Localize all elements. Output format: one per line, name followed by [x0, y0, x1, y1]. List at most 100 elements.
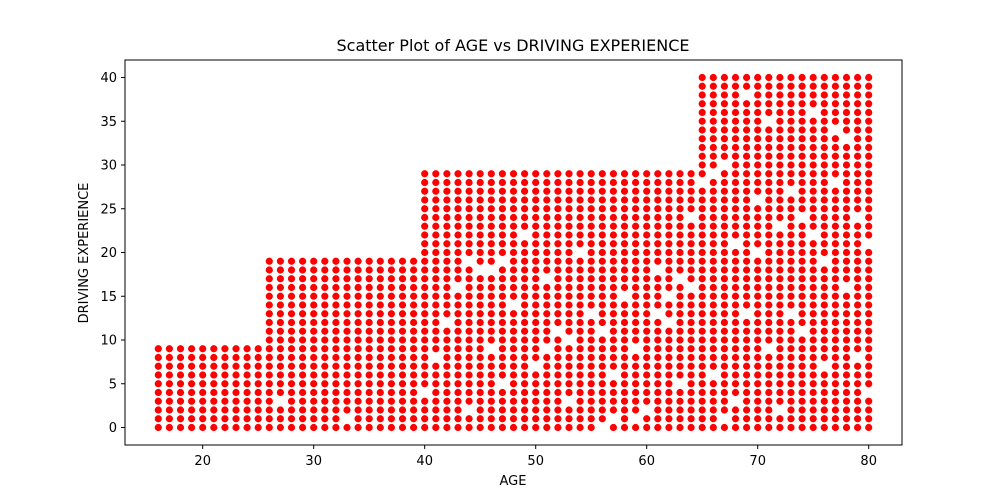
data-point — [798, 108, 806, 117]
data-point — [509, 380, 518, 388]
data-point — [798, 82, 806, 90]
data-point — [276, 283, 284, 292]
data-point — [465, 345, 473, 353]
data-point — [609, 301, 618, 309]
data-point — [754, 371, 762, 379]
data-point — [598, 266, 606, 274]
data-point — [543, 423, 551, 432]
data-point — [576, 257, 584, 265]
data-point — [842, 82, 851, 90]
data-point — [820, 283, 828, 292]
data-point — [321, 371, 329, 379]
data-point — [532, 231, 540, 239]
data-point — [299, 406, 307, 414]
data-point — [632, 301, 640, 309]
data-point — [232, 423, 240, 432]
data-point — [443, 292, 451, 300]
data-point — [176, 353, 185, 362]
data-point — [421, 213, 429, 222]
data-point — [354, 353, 362, 362]
data-point — [798, 73, 806, 82]
data-point — [609, 380, 618, 388]
data-point — [842, 152, 851, 160]
data-point — [454, 257, 462, 265]
data-point — [731, 231, 740, 239]
data-point — [798, 257, 806, 265]
data-point — [842, 213, 851, 222]
data-point — [609, 353, 618, 362]
data-point — [820, 310, 828, 318]
data-point — [299, 371, 307, 379]
data-point — [842, 275, 851, 283]
data-point — [532, 187, 540, 195]
data-point — [565, 170, 573, 178]
data-point — [776, 82, 784, 90]
data-point — [343, 266, 351, 274]
data-point — [376, 371, 384, 379]
data-point — [498, 353, 506, 362]
data-point — [842, 205, 851, 213]
data-point — [765, 91, 773, 99]
data-point — [787, 266, 795, 274]
data-point — [543, 310, 551, 318]
data-point — [299, 353, 307, 362]
data-point — [842, 196, 851, 204]
data-point — [765, 205, 773, 213]
data-point — [443, 240, 451, 248]
data-point — [720, 275, 729, 283]
data-point — [543, 187, 551, 195]
data-point — [576, 371, 584, 379]
data-point — [765, 336, 773, 344]
data-point — [665, 362, 673, 370]
data-point — [765, 143, 773, 152]
data-point — [343, 275, 351, 283]
data-point — [265, 292, 273, 300]
data-point — [620, 205, 629, 213]
data-point — [310, 275, 318, 283]
data-point — [543, 196, 551, 204]
data-point — [276, 318, 284, 327]
data-point — [754, 161, 762, 169]
data-point — [165, 406, 173, 414]
data-point — [498, 187, 506, 195]
data-point — [465, 292, 473, 300]
x-tick-label: 60 — [638, 454, 655, 469]
data-point — [387, 371, 395, 379]
data-point — [354, 388, 362, 397]
data-point — [665, 310, 673, 318]
data-point — [798, 231, 806, 239]
data-point — [565, 371, 573, 379]
data-point — [643, 397, 651, 405]
data-point — [487, 336, 495, 344]
data-point — [854, 178, 862, 187]
data-point — [809, 283, 817, 292]
data-point — [587, 353, 595, 362]
data-point — [842, 371, 851, 379]
data-point — [265, 415, 273, 423]
data-point — [820, 152, 828, 160]
data-point — [720, 266, 729, 274]
data-point — [820, 108, 828, 117]
data-point — [776, 187, 784, 195]
data-point — [410, 353, 418, 362]
data-point — [154, 415, 162, 423]
data-point — [232, 371, 240, 379]
data-point — [421, 301, 429, 309]
data-point — [532, 318, 540, 327]
data-point — [632, 275, 640, 283]
data-point — [554, 213, 562, 222]
data-point — [620, 380, 629, 388]
data-point — [743, 187, 751, 195]
data-point — [265, 275, 273, 283]
data-point — [354, 257, 362, 265]
data-point — [820, 135, 828, 143]
data-point — [454, 178, 462, 187]
data-point — [576, 222, 584, 230]
data-point — [820, 388, 828, 397]
data-point — [765, 283, 773, 292]
data-point — [698, 108, 706, 117]
data-point — [632, 388, 640, 397]
data-point — [809, 371, 817, 379]
data-point — [565, 283, 573, 292]
data-point — [299, 318, 307, 327]
